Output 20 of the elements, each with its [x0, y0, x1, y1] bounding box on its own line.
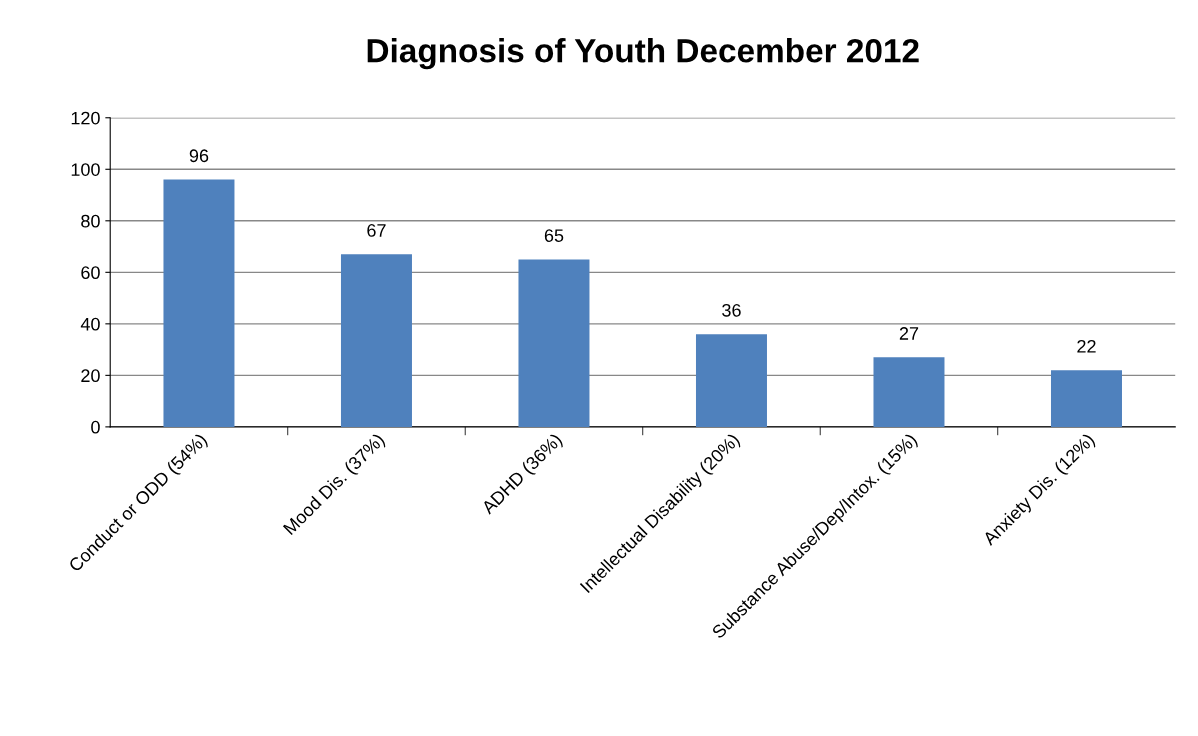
y-tick-label: 100	[71, 163, 100, 176]
data-label: 27	[899, 327, 919, 340]
y-tick-label: 80	[81, 214, 100, 228]
y-tick-label: 40	[80, 317, 100, 331]
data-label: 22	[1077, 339, 1096, 353]
data-label: 67	[367, 224, 386, 237]
y-tick-label: 60	[81, 266, 100, 280]
y-tick-label: 20	[81, 369, 100, 383]
bar	[340, 254, 412, 427]
bar	[518, 259, 590, 427]
y-tick-label: 0	[91, 420, 100, 434]
bar	[163, 179, 235, 427]
bar	[873, 357, 945, 427]
bar	[695, 334, 767, 427]
y-tick-label: 120	[71, 111, 100, 125]
data-label: 65	[544, 229, 564, 242]
bar	[1050, 370, 1122, 427]
chart-title: Diagnosis of Youth December 2012	[367, 38, 919, 70]
data-label: 36	[722, 303, 741, 317]
data-label: 96	[189, 149, 209, 163]
